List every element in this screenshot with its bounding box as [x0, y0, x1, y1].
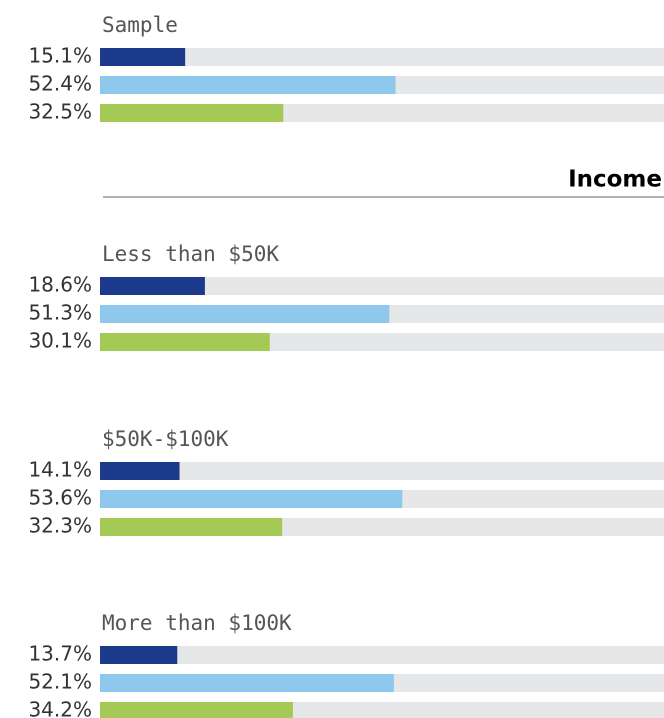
bar: [100, 702, 293, 718]
value-label: 18.6%: [28, 273, 92, 297]
value-label: 30.1%: [28, 329, 92, 353]
bar: [100, 490, 403, 508]
group-label: $50K-$100K: [102, 427, 229, 451]
bar: [100, 646, 178, 664]
group-label: Sample: [102, 13, 178, 37]
bar-track: [100, 646, 664, 664]
bar: [100, 305, 390, 323]
bar: [100, 48, 186, 66]
bar: [100, 76, 396, 94]
value-label: 51.3%: [28, 301, 92, 325]
bar: [100, 462, 180, 480]
value-label: 13.7%: [28, 642, 92, 666]
value-label: 52.4%: [28, 72, 92, 96]
value-label: 53.6%: [28, 486, 92, 510]
bar: [100, 674, 394, 692]
value-label: 32.5%: [28, 100, 92, 124]
bar: [100, 104, 284, 122]
value-label: 52.1%: [28, 670, 92, 694]
bar: [100, 277, 205, 295]
section-title: Income: [568, 167, 662, 193]
bar: [100, 518, 283, 536]
bar-track: [100, 277, 664, 295]
value-label: 14.1%: [28, 458, 92, 482]
group-label: More than $100K: [102, 611, 292, 635]
bar-track: [100, 462, 664, 480]
value-label: 15.1%: [28, 44, 92, 68]
bar: [100, 333, 270, 351]
group-label: Less than $50K: [102, 242, 279, 266]
value-label: 32.3%: [28, 514, 92, 538]
value-label: 34.2%: [28, 698, 92, 718]
bar-track: [100, 48, 664, 66]
